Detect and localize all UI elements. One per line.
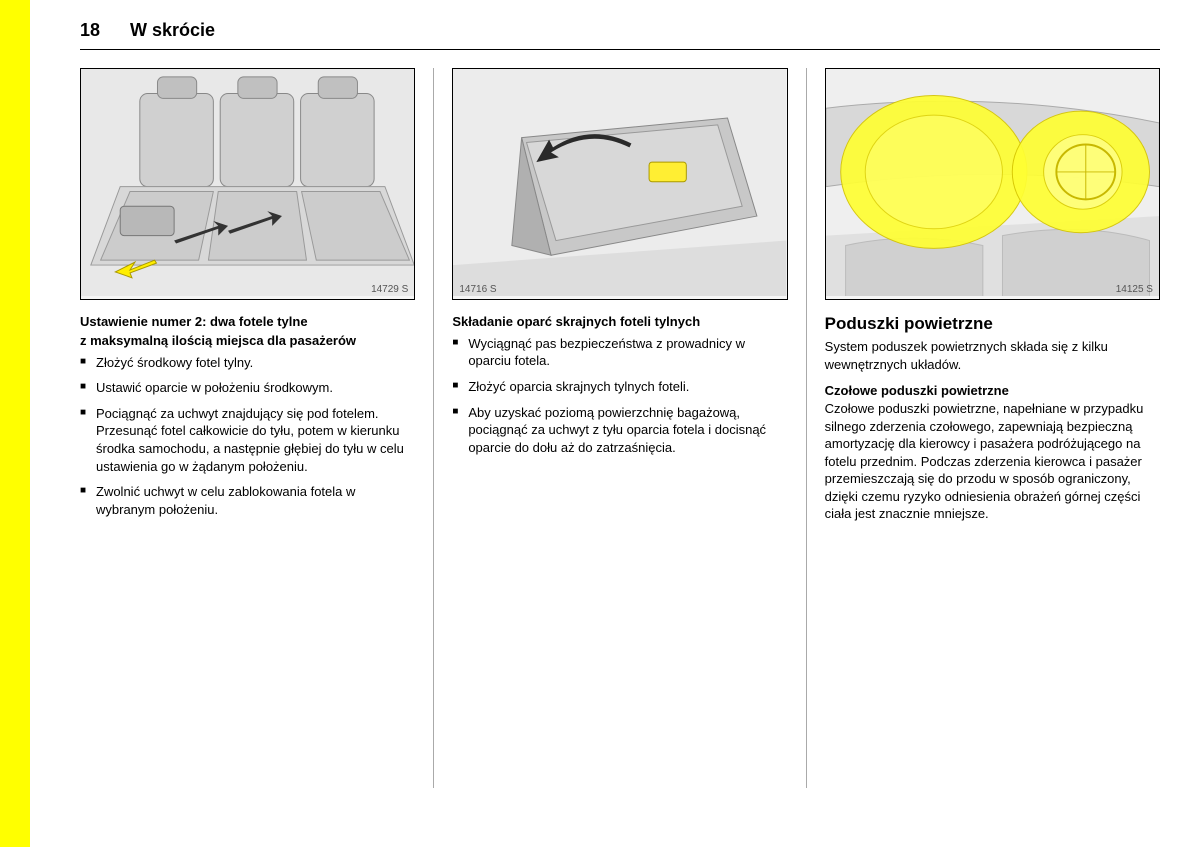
page-content: 18 W skrócie xyxy=(80,20,1160,788)
list-item: Złożyć środkowy fotel tylny. xyxy=(80,354,415,372)
rear-seats-illustration xyxy=(81,69,414,296)
columns: 14729 S Ustawienie numer 2: dwa fotele t… xyxy=(80,68,1160,788)
col1-title-l1: Ustawienie numer 2: dwa fotele tylne xyxy=(80,314,415,331)
page-header: 18 W skrócie xyxy=(80,20,1160,50)
fold-seat-illustration xyxy=(453,69,786,296)
col3-intro: System poduszek powietrznych składa się … xyxy=(825,338,1160,373)
col2-title: Składanie oparć skrajnych foteli tylnych xyxy=(452,314,787,331)
col3-subheading: Czołowe poduszki powietrzne xyxy=(825,383,1160,398)
column-divider xyxy=(433,68,434,788)
figure-id-3: 14125 S xyxy=(1116,284,1153,295)
column-divider xyxy=(806,68,807,788)
list-item: Pociągnąć za uchwyt znajdujący się pod f… xyxy=(80,405,415,475)
col3-heading: Poduszki powietrzne xyxy=(825,314,1160,334)
yellow-sidebar xyxy=(0,0,30,847)
column-3: 14125 S Poduszki powietrzne System podus… xyxy=(825,68,1160,788)
list-item: Zwolnić uchwyt w celu zablokowania fotel… xyxy=(80,483,415,518)
figure-rear-seats: 14729 S xyxy=(80,68,415,300)
figure-id-1: 14729 S xyxy=(371,284,408,295)
page-number: 18 xyxy=(80,20,100,41)
figure-id-2: 14716 S xyxy=(459,284,496,295)
airbag-illustration xyxy=(826,69,1159,296)
col2-bullets: Wyciągnąć pas bezpieczeństwa z prowadnic… xyxy=(452,335,787,464)
column-2: 14716 S Składanie oparć skrajnych foteli… xyxy=(452,68,787,788)
list-item: Ustawić oparcie w położeniu środkowym. xyxy=(80,379,415,397)
list-item: Złożyć oparcia skrajnych tylnych foteli. xyxy=(452,378,787,396)
list-item: Aby uzyskać poziomą powierzchnię bagażow… xyxy=(452,404,787,457)
section-title: W skrócie xyxy=(130,20,215,41)
col1-bullets: Złożyć środkowy fotel tylny. Ustawić opa… xyxy=(80,354,415,526)
list-item: Wyciągnąć pas bezpieczeństwa z prowadnic… xyxy=(452,335,787,370)
figure-airbag: 14125 S xyxy=(825,68,1160,300)
figure-fold-seat: 14716 S xyxy=(452,68,787,300)
column-1: 14729 S Ustawienie numer 2: dwa fotele t… xyxy=(80,68,415,788)
col1-title-l2: z maksymalną ilością miejsca dla pasażer… xyxy=(80,333,415,350)
col3-body: Czołowe poduszki powietrzne, napełniane … xyxy=(825,400,1160,523)
